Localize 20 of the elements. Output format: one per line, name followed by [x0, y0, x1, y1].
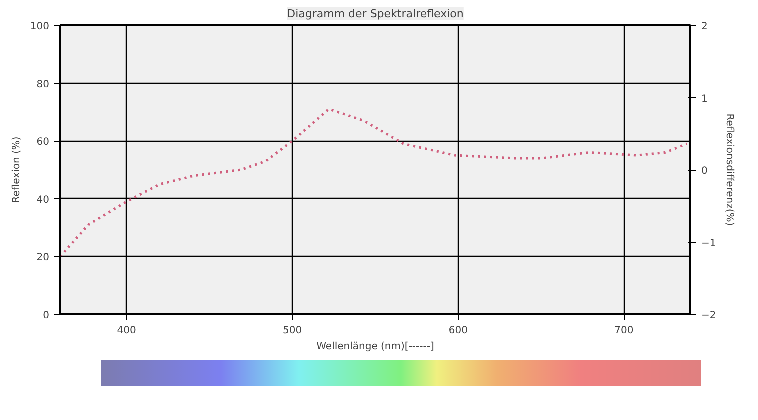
x-tick-label: 400 — [117, 326, 136, 336]
x-tick-label: 700 — [614, 326, 634, 336]
y2-tick-label: 2 — [702, 22, 708, 32]
line-series — [60, 108, 688, 258]
y2-tick-label: 1 — [702, 94, 708, 105]
x-tick-label: 600 — [448, 326, 468, 336]
y-tick-label: 20 — [36, 252, 50, 264]
y-tick-label: 40 — [36, 194, 50, 206]
y-axis-title: Reflexion (%) — [11, 136, 22, 204]
x-tick-label: 500 — [283, 326, 302, 336]
y2-tick-label: 0 — [702, 166, 708, 177]
y2-tick-label: −1 — [702, 238, 716, 250]
y-tick-label: 0 — [43, 310, 50, 322]
x-axis-title: Wellenlänge (nm)[------] — [316, 342, 434, 352]
y2-tick-label: −2 — [702, 310, 716, 322]
y-tick-label: 60 — [36, 137, 50, 148]
y-tick-label: 80 — [36, 79, 50, 90]
y-tick-label: 100 — [30, 22, 50, 32]
y2-axis-title: Reflexionsdifferenz(%) — [724, 114, 736, 226]
chart-title: Diagramm der Spektralreflexion — [287, 8, 464, 20]
